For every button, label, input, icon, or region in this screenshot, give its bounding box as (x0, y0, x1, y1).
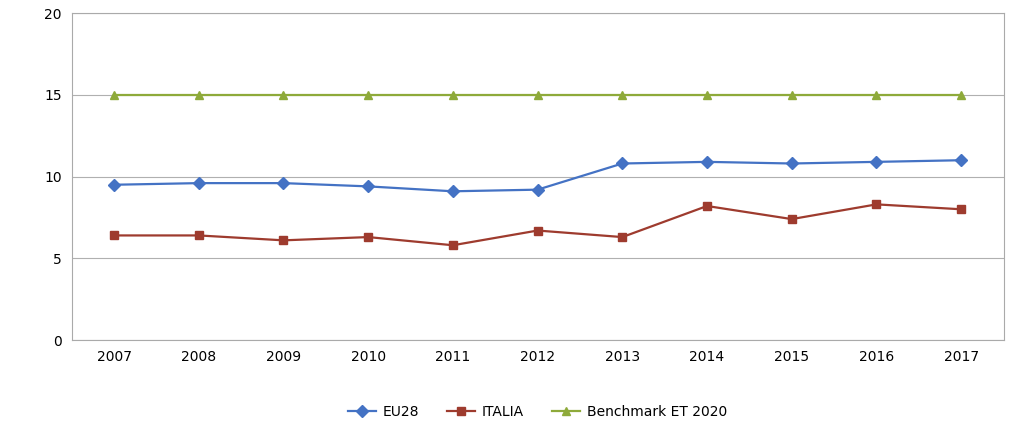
Legend: EU28, ITALIA, Benchmark ET 2020: EU28, ITALIA, Benchmark ET 2020 (343, 399, 732, 425)
